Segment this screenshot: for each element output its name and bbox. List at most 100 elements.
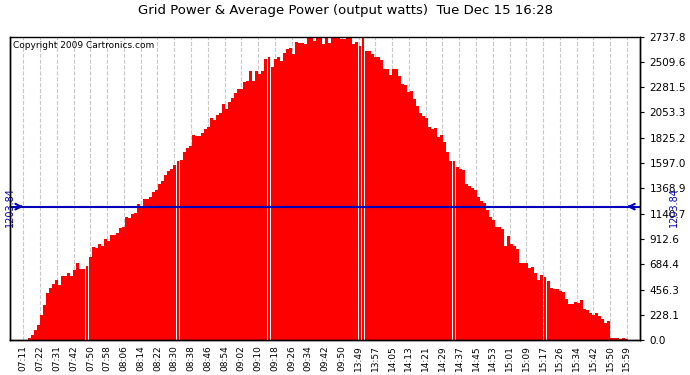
Bar <box>340 39 343 340</box>
Bar <box>198 136 201 340</box>
Bar <box>449 161 453 340</box>
Bar <box>410 91 413 340</box>
Bar <box>222 104 225 340</box>
Bar <box>83 269 86 340</box>
Bar <box>37 325 40 340</box>
Bar <box>246 81 249 340</box>
Bar <box>553 289 555 340</box>
Bar <box>455 167 459 340</box>
Bar <box>520 263 522 340</box>
Bar <box>122 226 125 340</box>
Bar <box>262 70 264 340</box>
Bar <box>288 48 292 340</box>
Bar <box>516 249 519 340</box>
Bar <box>161 181 164 340</box>
Bar <box>416 106 419 340</box>
Bar <box>128 218 131 340</box>
Bar <box>362 38 364 340</box>
Bar <box>529 268 531 340</box>
Bar <box>392 69 395 340</box>
Bar <box>364 51 368 340</box>
Bar <box>492 220 495 340</box>
Bar <box>577 303 580 340</box>
Bar <box>334 35 337 340</box>
Bar <box>422 116 425 340</box>
Text: 1203.84: 1203.84 <box>5 187 15 226</box>
Bar <box>374 57 377 340</box>
Bar <box>555 289 559 340</box>
Bar <box>477 196 480 340</box>
Bar <box>325 36 328 340</box>
Bar <box>231 98 234 340</box>
Bar <box>88 256 92 340</box>
Bar <box>249 71 253 340</box>
Bar <box>259 74 262 340</box>
Bar <box>425 118 428 340</box>
Bar <box>331 37 334 340</box>
Bar <box>131 214 134 340</box>
Bar <box>319 35 322 340</box>
Bar <box>507 236 510 340</box>
Bar <box>486 210 489 340</box>
Bar <box>513 246 516 340</box>
Bar <box>307 38 310 340</box>
Bar <box>28 338 31 340</box>
Bar <box>295 42 298 340</box>
Bar <box>601 319 604 340</box>
Bar <box>116 233 119 340</box>
Bar <box>446 152 449 340</box>
Bar <box>471 188 474 340</box>
Bar <box>204 129 207 340</box>
Bar <box>419 114 422 340</box>
Bar <box>70 276 73 340</box>
Bar <box>46 293 49 340</box>
Bar <box>104 239 107 340</box>
Bar <box>207 127 210 340</box>
Bar <box>380 60 383 340</box>
Bar <box>434 128 437 340</box>
Bar <box>313 40 316 340</box>
Bar <box>489 217 492 340</box>
Bar <box>559 291 562 340</box>
Bar <box>253 81 255 340</box>
Bar <box>538 280 540 340</box>
Bar <box>140 207 143 340</box>
Bar <box>535 273 538 340</box>
Bar <box>586 310 589 340</box>
Bar <box>401 84 404 340</box>
Bar <box>164 175 168 340</box>
Bar <box>52 284 55 340</box>
Bar <box>101 246 104 340</box>
Text: Grid Power & Average Power (output watts)  Tue Dec 15 16:28: Grid Power & Average Power (output watts… <box>137 4 553 17</box>
Bar <box>119 228 122 340</box>
Bar <box>571 304 574 340</box>
Bar <box>437 137 440 340</box>
Bar <box>310 37 313 340</box>
Bar <box>286 49 288 340</box>
Bar <box>168 171 170 340</box>
Bar <box>195 136 197 340</box>
Bar <box>510 244 513 340</box>
Bar <box>277 57 279 340</box>
Bar <box>562 292 564 340</box>
Bar <box>268 57 270 340</box>
Bar <box>179 160 183 340</box>
Bar <box>25 339 28 340</box>
Bar <box>531 267 534 340</box>
Bar <box>173 165 177 340</box>
Bar <box>237 89 240 340</box>
Bar <box>152 192 155 340</box>
Bar <box>398 76 401 340</box>
Bar <box>353 44 355 340</box>
Bar <box>92 247 95 340</box>
Bar <box>292 54 295 340</box>
Bar <box>158 184 161 340</box>
Bar <box>125 217 128 340</box>
Bar <box>77 263 79 340</box>
Bar <box>264 59 268 340</box>
Bar <box>389 75 392 340</box>
Bar <box>98 244 101 340</box>
Bar <box>31 334 34 340</box>
Bar <box>110 236 112 340</box>
Bar <box>607 321 610 340</box>
